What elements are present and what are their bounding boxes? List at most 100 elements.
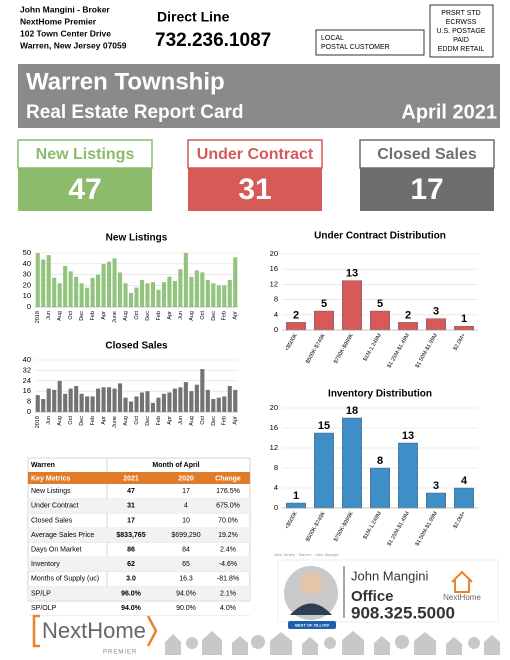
x-tick-label: $1M-1.249M [362, 510, 383, 540]
row-label: New Listings [31, 488, 71, 495]
chart: Inventory Distribution 0 4 8 12 16 20 1 <$500K 15… [270, 389, 478, 547]
row-label: Closed Sales [31, 517, 73, 524]
x-tick-label: $1M-1.249M [362, 332, 383, 362]
address-line: LOCAL [321, 35, 344, 42]
direct-line-label: Direct Line [157, 9, 230, 25]
y-tick-label: 32 [23, 365, 31, 374]
cell: 84 [182, 547, 190, 554]
house [342, 631, 364, 655]
banner-subtitle: Real Estate Report Card [26, 102, 244, 123]
logo-bracket [32, 614, 40, 648]
x-tick-label: <$500K [284, 332, 299, 352]
x-tick-label: $1.25M-$1.49M [387, 510, 412, 547]
postage-box [429, 4, 494, 58]
bar [426, 492, 447, 509]
bar [183, 253, 188, 307]
chart: Under Contract Distribution0481216202<$5… [270, 231, 478, 369]
logo-bracket [146, 615, 158, 647]
x-tick-label: Feb [222, 311, 228, 320]
cell: 17 [127, 517, 135, 524]
x-tick-label: Feb [222, 416, 228, 425]
row-label: Months of Supply (uc) [31, 576, 99, 583]
bar [370, 310, 391, 331]
bar [314, 432, 335, 509]
stat-label: Under Contract [197, 146, 314, 163]
cell: 19.2% [218, 532, 238, 539]
y-tick-label: 0 [274, 503, 278, 512]
bar [233, 389, 238, 412]
stat-boxes: New Listings 47 Under Contract 31 Closed Sal… [17, 139, 495, 211]
bar [172, 388, 177, 412]
bar [205, 389, 210, 412]
cell: 65 [182, 561, 190, 568]
bar [63, 393, 68, 412]
postage-line: ECRWSS [446, 19, 477, 26]
bar [183, 382, 188, 412]
x-tick-label: <$500K [284, 510, 299, 530]
chart-title: Under Contract Distribution [314, 231, 446, 242]
brand: NextHome [443, 593, 481, 602]
y-tick-label: 10 [23, 291, 31, 300]
x-tick-label: Dec [79, 416, 85, 426]
bar [101, 387, 106, 412]
bar [222, 396, 227, 412]
broker-line: 102 Town Center Drive [20, 28, 111, 38]
x-tick-label: $750K-$999K [333, 332, 355, 364]
row-label: Under Contract [31, 503, 79, 510]
cell: 3.0 [126, 576, 136, 583]
tree [395, 635, 409, 649]
house [414, 632, 436, 655]
bar [178, 269, 183, 307]
bar [63, 265, 68, 307]
bar [139, 392, 145, 412]
bar [342, 417, 363, 509]
cell: 2.4% [220, 547, 236, 554]
cell: 10 [182, 517, 190, 524]
x-tick-label: 2018 [35, 311, 41, 323]
cell: 176.5% [216, 488, 240, 495]
x-tick-label: Dec [79, 311, 85, 321]
cell: 4 [184, 503, 188, 510]
y-tick-label: 20 [270, 249, 278, 258]
bar [211, 283, 216, 307]
bar [426, 318, 447, 331]
chart-title: Inventory Distribution [328, 389, 432, 400]
data-label: 15 [318, 420, 330, 432]
x-tick-label: June [112, 311, 118, 323]
cell: 94.0% [176, 590, 196, 597]
banner-date: April 2021 [401, 101, 497, 123]
x-tick-label: Apr [233, 311, 239, 320]
table-period: Month of April [152, 462, 199, 469]
stat-label: New Listings [36, 146, 135, 163]
data-label: 5 [321, 298, 327, 310]
bar [286, 322, 307, 331]
x-tick-label: Apr [101, 311, 107, 320]
postage-line: EDDM RETAIL [438, 46, 485, 53]
bar [211, 399, 216, 412]
bar [314, 310, 335, 331]
x-tick-label: $1.25M-$1.49M [387, 332, 412, 369]
direct-line: 732.236.1087 [155, 30, 271, 51]
x-tick-label: $500K-$749K [305, 332, 327, 364]
stat-value-box [18, 168, 152, 211]
y-tick-label: 50 [23, 248, 31, 257]
y-tick-label: 0 [27, 407, 31, 416]
bar [227, 386, 232, 412]
table-title: Warren [31, 462, 55, 469]
bar [233, 257, 238, 307]
cell: 86 [127, 547, 135, 554]
banner-title: Warren Township [26, 68, 225, 95]
x-tick-label: Oct [68, 311, 74, 320]
bar [74, 386, 79, 412]
x-tick-label: Oct [134, 311, 140, 320]
stat-value: 17 [410, 173, 443, 206]
banner [18, 64, 500, 128]
bar [41, 259, 46, 307]
address-box [315, 29, 425, 56]
bar [172, 281, 177, 307]
bar [85, 287, 90, 307]
x-tick-label: $2.0M+ [453, 511, 467, 530]
x-tick-label: Dec [145, 416, 151, 426]
bar [96, 274, 101, 307]
bar [161, 393, 166, 412]
